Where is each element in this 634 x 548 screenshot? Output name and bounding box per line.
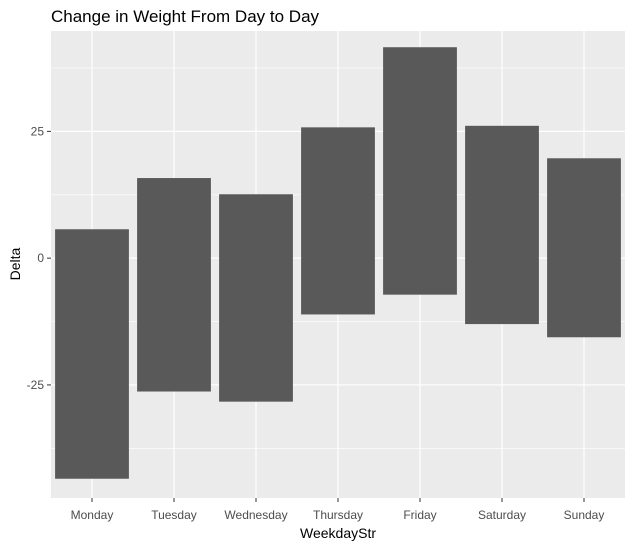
x-tick-label: Wednesday (224, 508, 287, 522)
chart-title: Change in Weight From Day to Day (51, 7, 320, 26)
y-tick-label: 0 (37, 251, 44, 265)
x-tick-label: Monday (71, 508, 114, 522)
bar-thursday (301, 127, 375, 315)
x-tick-label: Thursday (313, 508, 363, 522)
bar-friday (383, 47, 457, 295)
bar-wednesday (219, 194, 293, 402)
bar-monday (55, 229, 129, 479)
x-tick-label: Sunday (564, 508, 605, 522)
x-tick-label: Tuesday (151, 508, 197, 522)
bar-sunday (547, 158, 621, 338)
axes: -25 0 25 Monday Tuesday Wednesday Thursday Frid… (27, 124, 605, 522)
y-axis-title: Delta (7, 247, 23, 280)
x-tick-label: Saturday (478, 508, 526, 522)
x-tick-label: Friday (403, 508, 436, 522)
bars (55, 47, 621, 479)
y-tick-label: 25 (31, 124, 45, 138)
bar-saturday (465, 125, 539, 325)
y-tick-label: -25 (27, 378, 45, 392)
x-axis-title: WeekdayStr (300, 525, 376, 541)
bar-tuesday (137, 178, 211, 392)
